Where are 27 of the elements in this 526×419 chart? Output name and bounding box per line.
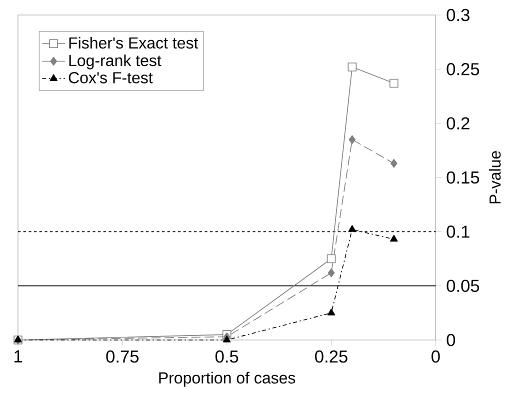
point (326, 254, 336, 264)
point (390, 78, 398, 88)
x-axis-title: Proportion of cases (159, 372, 296, 387)
y-tick-label: 0 (446, 334, 456, 346)
x-tick-label: 1 (14, 350, 22, 362)
y-tick-label: 0.3 (446, 8, 470, 22)
point (348, 225, 356, 232)
y-tick-label: 0.1 (446, 226, 470, 238)
point (390, 234, 398, 242)
x-tick-label: 0 (432, 350, 440, 363)
legend-label: Cox's F-test (68, 72, 153, 84)
y-tick-label: 0.2 (446, 117, 470, 130)
x-tick-label: 0.25 (315, 350, 348, 363)
point (328, 268, 335, 278)
y-tick-label: 0.25 (446, 63, 480, 76)
point (348, 62, 357, 72)
y-axis-title: P-value (488, 151, 501, 204)
point (348, 135, 356, 144)
point (222, 336, 231, 342)
legend-label: Fisher's Exact test (69, 36, 198, 49)
point (327, 308, 336, 316)
x-tick-label: 0.75 (106, 350, 139, 363)
x-tick-label: 0.5 (215, 350, 238, 363)
legend-label: Log-rank test (69, 54, 162, 70)
y-tick-label: 0.15 (446, 171, 480, 184)
y-tick-label: 0.05 (446, 280, 480, 292)
point (390, 159, 398, 168)
